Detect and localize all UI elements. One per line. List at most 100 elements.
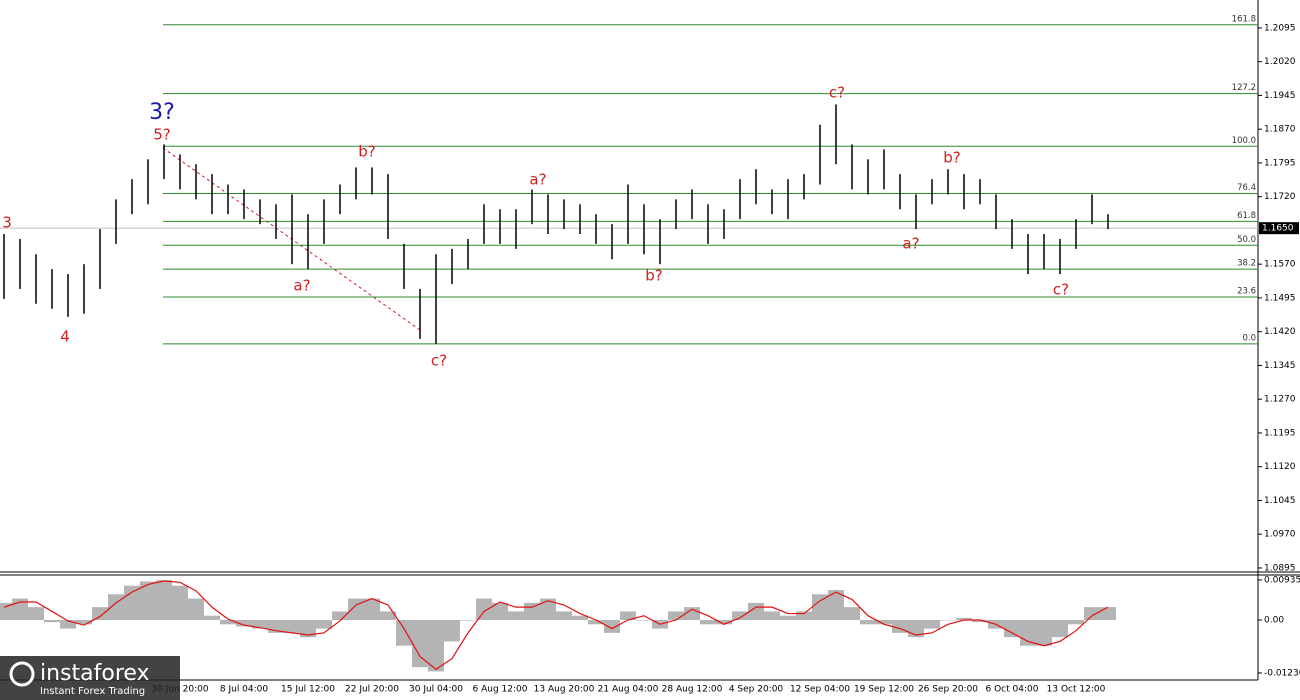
x-tick-label: 13 Oct 12:00 [1047,685,1106,695]
wave-label: 3 [2,214,12,232]
histogram-bar [828,590,844,620]
histogram-bar [956,617,972,620]
histogram-bar [188,598,204,620]
histogram-bar [780,615,796,620]
wave-label: 3? [149,100,175,125]
wave-label: a? [902,235,919,253]
x-tick-label: 30 Jul 04:00 [409,685,463,695]
y-tick-label: 1.1420 [1264,327,1296,337]
histogram-bar [1004,620,1020,638]
wave-label: b? [358,143,375,161]
y-tick-label: 1.2095 [1264,23,1296,33]
x-tick-label: 28 Aug 12:00 [662,685,723,695]
logo-name: instaforex [40,661,150,686]
histogram-bar [1052,620,1068,638]
histogram-bar [284,620,300,633]
histogram-bar [844,607,860,620]
y-tick-label: 1.1045 [1264,496,1296,506]
y-tick-label: 0.00935 [1264,575,1300,585]
histogram-bar [588,620,604,625]
histogram-bar [12,598,28,620]
histogram-bar [0,602,12,620]
y-tick-label: 1.2020 [1264,57,1296,67]
x-tick-label: 21 Aug 04:00 [598,685,659,695]
histogram-bar [236,620,252,627]
histogram-bar [636,620,652,621]
wave-label: c? [431,352,447,370]
histogram-bar [876,620,892,625]
histogram-bar [556,611,572,620]
y-tick-label: 1.0895 [1264,563,1296,573]
y-tick-label: 1.1795 [1264,158,1296,168]
fib-level-label: 100.0 [1232,136,1256,146]
histogram-bar [668,611,684,620]
wave-label: a? [529,171,546,189]
fib-level-label: 61.8 [1237,211,1256,221]
histogram-bar [620,611,636,620]
x-tick-label: 19 Sep 12:00 [854,685,914,695]
y-tick-label: 1.1570 [1264,260,1296,270]
wave-label: c? [1053,281,1069,299]
histogram-bar [700,620,716,625]
histogram-bar [508,611,524,620]
fib-level-label: 127.2 [1232,83,1256,93]
histogram-bar [92,607,108,620]
y-tick-label: 0.00 [1264,616,1284,626]
histogram-bar [348,598,364,620]
wave-label: b? [943,149,960,167]
histogram-bar [380,611,396,620]
histogram-bar [572,615,588,620]
y-tick-label: -0.01236 [1264,668,1300,678]
histogram-bar [476,598,492,620]
histogram-bar [60,620,76,629]
x-tick-label: 6 Oct 04:00 [986,685,1039,695]
histogram-bar [812,594,828,620]
histogram-bar [940,620,956,621]
histogram-bar [332,611,348,620]
logo: instaforex Instant Forex Trading [0,656,180,700]
histogram-bar [796,611,812,620]
x-tick-label: 15 Jul 12:00 [281,685,335,695]
y-tick-label: 1.1195 [1264,428,1296,438]
y-tick-label: 1.1270 [1264,395,1296,405]
logo-icon [9,661,35,687]
histogram-bar [1100,607,1116,620]
histogram-bar [860,620,876,625]
histogram-bar [140,581,156,620]
wave-label: 5? [153,126,171,144]
histogram-bar [492,602,508,620]
logo-tagline: Instant Forex Trading [40,686,145,697]
last-price-label: 1.1650 [1262,224,1294,234]
fib-level-label: 50.0 [1237,235,1256,245]
y-tick-label: 1.1720 [1264,192,1296,202]
histogram-bar [540,598,556,620]
y-tick-label: 1.1120 [1264,462,1296,472]
x-tick-label: 22 Jul 20:00 [345,685,399,695]
x-tick-label: 13 Aug 20:00 [534,685,595,695]
y-tick-label: 1.1870 [1264,125,1296,135]
fib-level-label: 0.0 [1242,333,1256,343]
wave-label: b? [645,267,662,285]
wave-label: 4 [60,328,70,346]
histogram-bar [428,620,444,672]
histogram-bar [204,615,220,620]
histogram-bar [28,607,44,620]
histogram-bar [364,598,380,620]
histogram-bar [252,620,268,629]
histogram-bar [44,620,60,623]
x-tick-label: 30 Jun 20:00 [151,685,208,695]
x-tick-label: 4 Sep 20:00 [729,685,784,695]
histogram-bar [1068,620,1084,625]
histogram-bar [924,620,940,629]
histogram-bar [764,611,780,620]
fib-level-label: 161.8 [1232,14,1256,24]
fib-level-label: 76.4 [1237,183,1256,193]
y-tick-label: 1.1345 [1264,361,1296,371]
fib-level-label: 23.6 [1237,287,1256,297]
x-tick-label: 26 Sep 20:00 [918,685,978,695]
histogram-bar [156,580,172,620]
histogram-bar [716,620,732,625]
signal-line [3,580,1109,671]
x-tick-label: 12 Sep 04:00 [790,685,850,695]
